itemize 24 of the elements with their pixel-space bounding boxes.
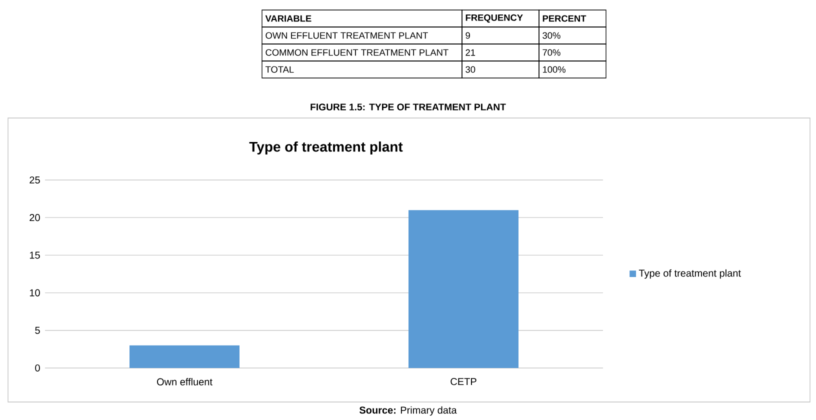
text: PERCENT <box>542 15 586 22</box>
y-tick-label: 25 <box>30 176 40 184</box>
text: Source: Primary data <box>359 406 457 416</box>
y-tick-label: 15 <box>30 252 40 259</box>
text: 30% <box>542 32 560 39</box>
text: 9 <box>466 32 470 39</box>
x-tick-label: Own effluent <box>157 378 212 386</box>
y-tick-label: 5 <box>35 326 40 334</box>
chart-title: Type of treatment plant <box>249 141 403 155</box>
text: 30 <box>466 66 476 73</box>
text: OWN EFFLUENT TREATMENT PLANT <box>266 32 428 39</box>
text: TOTAL <box>265 66 294 73</box>
text: COMMON EFFLUENT TREATMENT PLANT <box>266 49 448 56</box>
text: 70% <box>542 49 560 56</box>
text: VARIABLE <box>265 15 312 22</box>
caption: FIGURE 1.5: TYPE OF TREATMENT PLANT <box>310 104 506 110</box>
y-tick-label: 0 <box>35 364 40 372</box>
text: FREQUENCY <box>466 14 523 23</box>
legend-label: Type of treatment plant <box>638 269 741 279</box>
y-tick-label: 10 <box>30 289 40 296</box>
y-tick-label: 20 <box>30 214 40 222</box>
x-tick-label: CETP <box>450 378 476 386</box>
text: 100% <box>542 66 566 73</box>
text: 21 <box>466 49 476 56</box>
